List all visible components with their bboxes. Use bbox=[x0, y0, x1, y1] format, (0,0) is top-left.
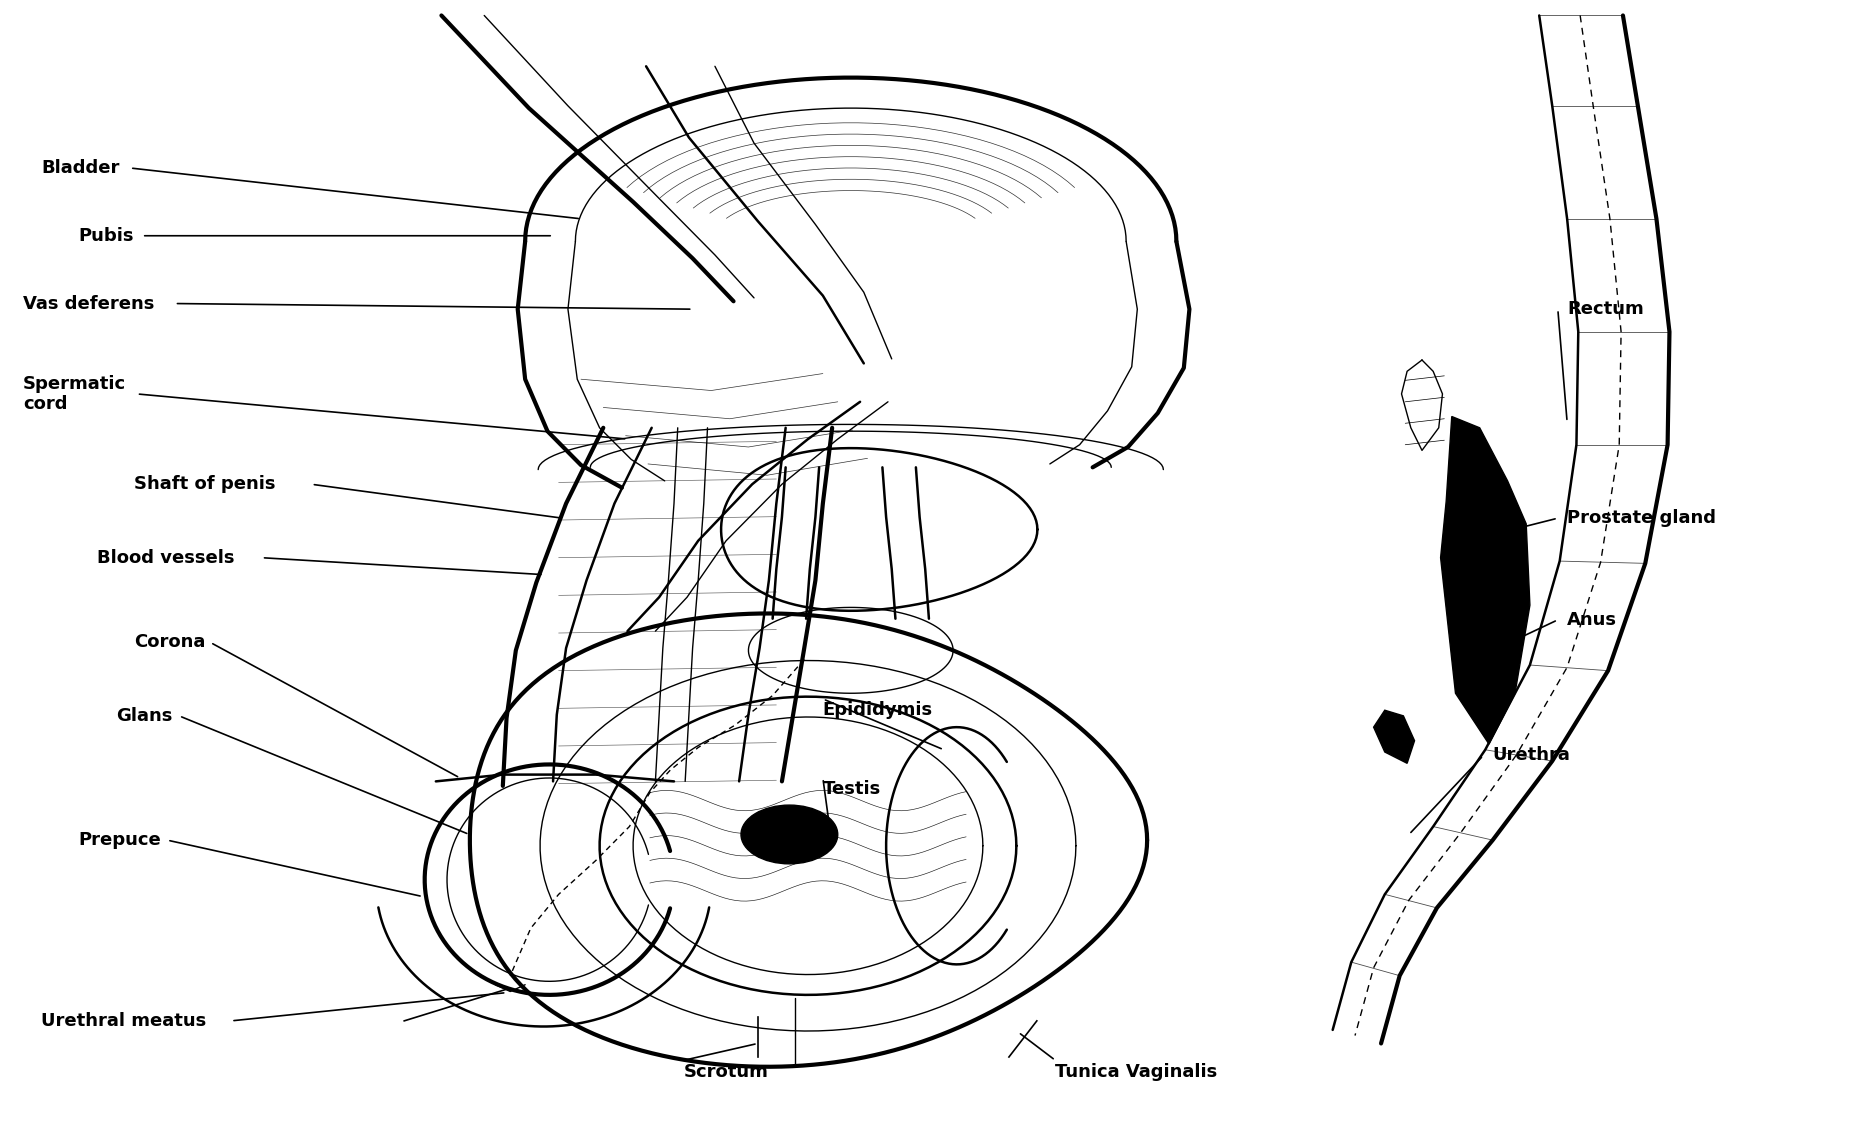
Text: Rectum: Rectum bbox=[1566, 300, 1645, 319]
Text: Bladder: Bladder bbox=[41, 159, 120, 178]
Text: Spermatic
cord: Spermatic cord bbox=[22, 374, 125, 413]
Circle shape bbox=[740, 805, 837, 864]
Polygon shape bbox=[1374, 710, 1415, 764]
Text: Urethra: Urethra bbox=[1493, 747, 1570, 765]
Text: Prostate gland: Prostate gland bbox=[1566, 509, 1716, 527]
Polygon shape bbox=[1441, 417, 1531, 744]
Text: Vas deferens: Vas deferens bbox=[22, 295, 153, 313]
Text: Scrotum: Scrotum bbox=[684, 1063, 768, 1081]
Text: Testis: Testis bbox=[822, 781, 880, 798]
Text: Glans: Glans bbox=[116, 707, 172, 725]
Text: Shaft of penis: Shaft of penis bbox=[135, 476, 277, 493]
Text: Blood vessels: Blood vessels bbox=[97, 549, 235, 567]
Text: Epididymis: Epididymis bbox=[822, 701, 933, 719]
Text: Anus: Anus bbox=[1566, 611, 1617, 629]
Text: Pubis: Pubis bbox=[78, 226, 135, 245]
Text: Urethral meatus: Urethral meatus bbox=[41, 1012, 207, 1030]
Text: Corona: Corona bbox=[135, 634, 206, 651]
Text: Tunica Vaginalis: Tunica Vaginalis bbox=[1056, 1063, 1219, 1081]
Text: Prepuce: Prepuce bbox=[78, 831, 161, 849]
